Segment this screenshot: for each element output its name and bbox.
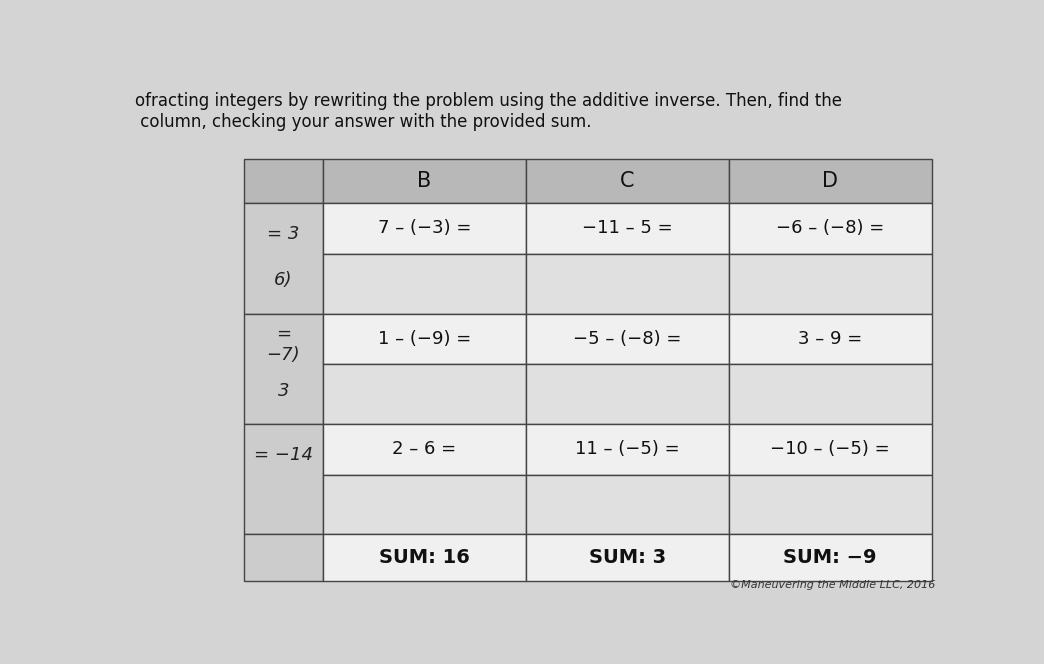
Bar — [323, 475, 526, 535]
Text: SUM: 3: SUM: 3 — [589, 548, 666, 567]
Text: ©Maneuvering the Middle LLC, 2016: ©Maneuvering the Middle LLC, 2016 — [730, 580, 935, 590]
Bar — [526, 313, 729, 365]
Bar — [526, 203, 729, 254]
Text: 3 – 9 =: 3 – 9 = — [798, 330, 862, 348]
Bar — [323, 365, 526, 424]
Text: −6 – (−8) =: −6 – (−8) = — [776, 220, 884, 238]
Text: SUM: −9: SUM: −9 — [783, 548, 877, 567]
Bar — [526, 365, 729, 424]
Bar — [243, 159, 323, 203]
Text: 11 – (−5) =: 11 – (−5) = — [575, 440, 680, 458]
Bar — [729, 365, 931, 424]
Bar — [323, 203, 526, 254]
Bar — [243, 313, 323, 424]
Bar — [243, 203, 323, 313]
Bar — [323, 159, 526, 203]
Bar — [526, 535, 729, 581]
Text: C: C — [620, 171, 635, 191]
Bar — [243, 424, 323, 535]
Bar — [526, 159, 729, 203]
Text: 3: 3 — [278, 382, 289, 400]
Bar — [526, 475, 729, 535]
Bar — [526, 254, 729, 313]
Bar — [729, 203, 931, 254]
Bar — [323, 424, 526, 475]
Text: 1 – (−9) =: 1 – (−9) = — [378, 330, 471, 348]
Text: column, checking your answer with the provided sum.: column, checking your answer with the pr… — [135, 113, 591, 131]
Bar — [729, 159, 931, 203]
Text: = 3: = 3 — [267, 225, 300, 243]
Text: = −14: = −14 — [254, 446, 313, 464]
Text: 7 – (−3) =: 7 – (−3) = — [378, 220, 471, 238]
Text: −11 – 5 =: −11 – 5 = — [582, 220, 672, 238]
Bar — [243, 535, 323, 581]
Text: B: B — [418, 171, 431, 191]
Text: 2 – 6 =: 2 – 6 = — [393, 440, 456, 458]
Bar — [729, 313, 931, 365]
Bar — [729, 475, 931, 535]
Bar — [323, 254, 526, 313]
Text: D: D — [822, 171, 838, 191]
Text: −10 – (−5) =: −10 – (−5) = — [770, 440, 889, 458]
Text: 6): 6) — [275, 272, 292, 290]
Text: SUM: 16: SUM: 16 — [379, 548, 470, 567]
Bar — [729, 254, 931, 313]
Bar — [323, 535, 526, 581]
Bar — [323, 313, 526, 365]
Bar — [526, 424, 729, 475]
Bar — [729, 535, 931, 581]
Text: =
−7): = −7) — [266, 325, 300, 364]
Text: −5 – (−8) =: −5 – (−8) = — [573, 330, 682, 348]
Text: ofracting integers by rewriting the problem using the additive inverse. Then, fi: ofracting integers by rewriting the prob… — [135, 92, 841, 110]
Bar — [729, 424, 931, 475]
